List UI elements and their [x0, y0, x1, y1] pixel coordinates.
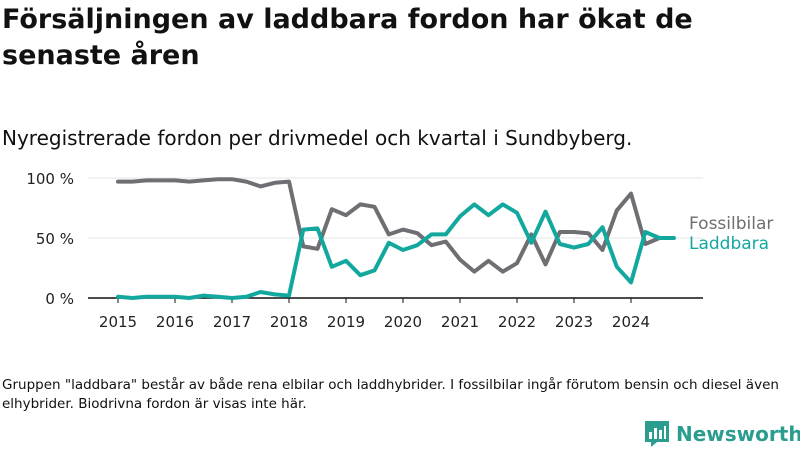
footnote: Gruppen "laddbara" består av både rena e…	[2, 377, 779, 412]
y-tick-label: 100 %	[26, 170, 74, 188]
chart-subtitle: Nyregistrerade fordon per drivmedel och …	[2, 126, 633, 150]
line-chart: 0 % 50 % 100 % 2015 2016 2017 2018 2019 2020 2021…	[26, 170, 773, 331]
x-tick-label: 2019	[327, 313, 365, 331]
brand-name: Newsworthy	[676, 422, 800, 446]
y-tick-label: 0 %	[45, 290, 74, 308]
x-tick-label: 2018	[270, 313, 308, 331]
x-tick-label: 2021	[441, 313, 479, 331]
newsworthy-logo-icon	[645, 421, 669, 447]
series-line-laddbara	[116, 202, 676, 300]
series-label-fossilbilar: Fossilbilar	[689, 214, 773, 234]
brand-logo[interactable]: Newsworthy	[644, 420, 800, 448]
x-tick-label: 2022	[498, 313, 536, 331]
series-label-laddbara: Laddbara	[689, 234, 769, 254]
x-tick-label: 2020	[384, 313, 422, 331]
x-tick-label: 2023	[555, 313, 593, 331]
page-title: Försäljningen av laddbara fordon har öka…	[2, 4, 693, 71]
series-line-fossilbilar	[116, 177, 676, 274]
x-tick-label: 2016	[156, 313, 194, 331]
y-tick-label: 50 %	[36, 230, 74, 248]
x-tick-label: 2015	[99, 313, 137, 331]
x-tick-label: 2017	[213, 313, 251, 331]
x-tick-label: 2024	[612, 313, 650, 331]
